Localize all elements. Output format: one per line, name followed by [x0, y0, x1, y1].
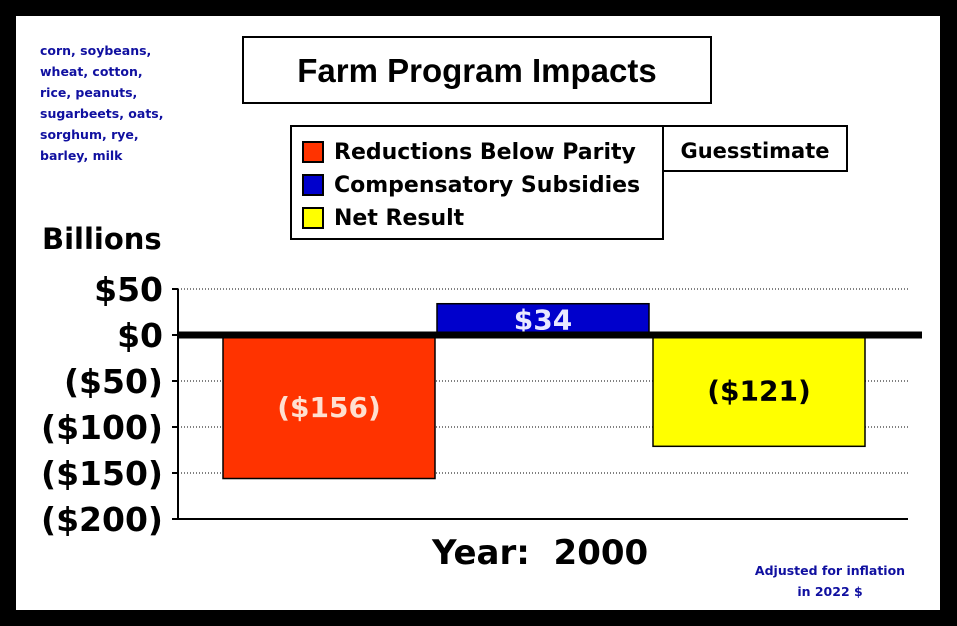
crops-list: corn, soybeans, wheat, cotton, rice, pea… — [40, 40, 200, 166]
crops-line: sorghum, rye, — [40, 127, 139, 142]
y-tick-label: ($200) — [41, 500, 163, 539]
legend-label-subsidies: Compensatory Subsidies — [334, 172, 641, 198]
crops-line: sugarbeets, oats, — [40, 106, 164, 121]
note-line: in 2022 $ — [797, 584, 863, 599]
y-tick-label: ($50) — [64, 362, 163, 401]
y-axis-label: Billions — [42, 222, 162, 256]
inflation-note: Adjusted for inflation in 2022 $ — [746, 560, 914, 602]
chart-title: Farm Program Impacts — [297, 52, 657, 89]
guesstimate-label: Guesstimate — [680, 139, 830, 163]
legend-label-reductions: Reductions Below Parity — [334, 139, 636, 165]
bar-0 — [222, 334, 436, 480]
crops-line: barley, milk — [40, 148, 123, 163]
legend-item-reductions: Reductions Below Parity — [302, 139, 636, 165]
x-axis-label: Year: 2000 — [432, 533, 649, 573]
legend-item-subsidies: Compensatory Subsidies — [302, 172, 640, 198]
legend-swatch-reductions — [302, 141, 324, 163]
crops-line: rice, peanuts, — [40, 85, 138, 100]
bar-1 — [436, 302, 650, 336]
legend-label-net: Net Result — [334, 205, 465, 231]
y-tick-label: ($150) — [41, 454, 163, 493]
y-tick-label: $0 — [117, 316, 163, 355]
crops-line: corn, soybeans, — [40, 43, 152, 58]
y-tick-label: ($100) — [41, 408, 163, 447]
bar-2 — [652, 334, 866, 448]
bar-value-label: ($121) — [707, 375, 811, 408]
guesstimate-box: Guesstimate — [662, 125, 848, 172]
legend-swatch-net — [302, 207, 324, 229]
legend-swatch-subsidies — [302, 174, 324, 196]
y-tick-label: $50 — [94, 270, 163, 309]
note-line: Adjusted for inflation — [754, 563, 906, 578]
legend-item-net: Net Result — [302, 205, 464, 231]
bar-value-label: ($156) — [277, 391, 381, 424]
title-box: Farm Program Impacts — [242, 36, 712, 104]
bar-value-label: $34 — [514, 303, 572, 336]
legend: Reductions Below Parity Compensatory Sub… — [290, 125, 664, 240]
crops-line: wheat, cotton, — [40, 64, 143, 79]
